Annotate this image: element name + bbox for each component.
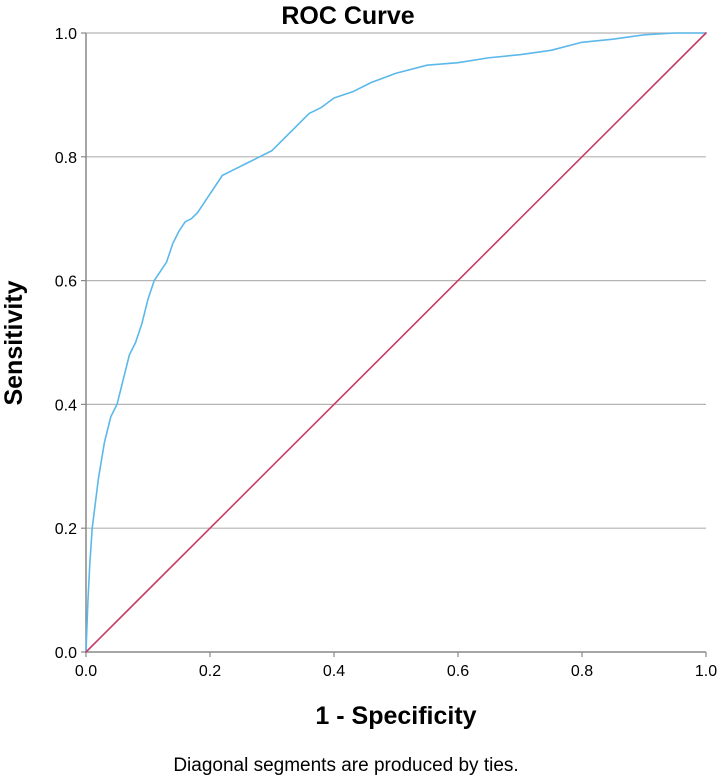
x-tick-label-0: 0.0 [75, 663, 97, 680]
x-tick-labels: 0.0 0.2 0.4 0.6 0.8 1.0 [75, 652, 717, 680]
x-tick-label-2: 0.4 [323, 663, 345, 680]
series-roc-curve [85, 32, 707, 653]
x-tick-label-4: 0.8 [571, 663, 593, 680]
axes [85, 33, 706, 653]
chart-title: ROC Curve [281, 2, 414, 30]
y-axis-label: Sensitivity [0, 280, 28, 405]
y-tick-label-4: 0.8 [55, 150, 77, 167]
series-reference-line [85, 32, 707, 653]
grid-lines [86, 32, 706, 529]
y-tick-label-2: 0.4 [55, 397, 77, 414]
y-tick-label-5: 1.0 [55, 26, 77, 43]
x-tick-label-3: 0.6 [447, 663, 469, 680]
chart-footnote: Diagonal segments are produced by ties. [173, 755, 518, 776]
y-tick-label-0: 0.0 [55, 645, 77, 662]
y-tick-label-1: 0.2 [55, 521, 77, 538]
y-tick-labels: 0.0 0.2 0.4 0.6 0.8 1.0 [55, 26, 86, 662]
x-tick-label-5: 1.0 [695, 663, 717, 680]
x-tick-label-1: 0.2 [199, 663, 221, 680]
y-tick-label-3: 0.6 [55, 274, 77, 291]
x-axis-label: 1 - Specificity [315, 702, 476, 730]
series-lines [85, 32, 707, 653]
